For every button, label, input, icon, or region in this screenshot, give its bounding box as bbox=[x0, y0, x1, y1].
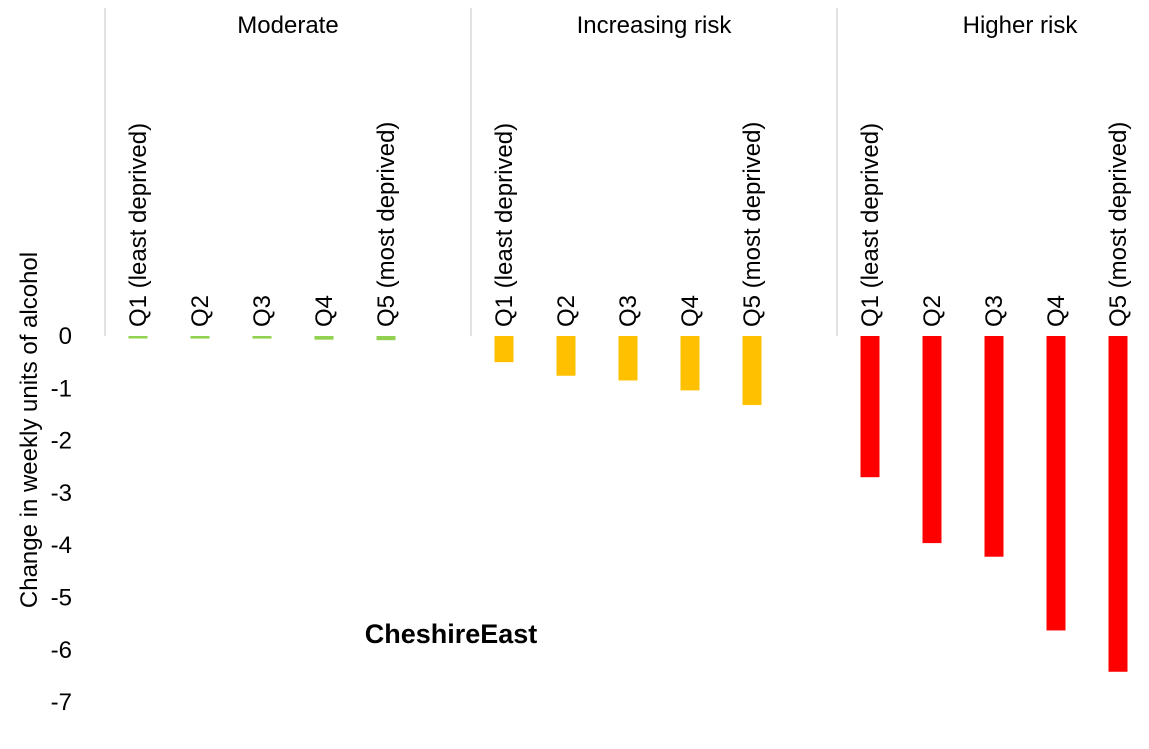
bar bbox=[984, 336, 1004, 557]
group-frame bbox=[104, 8, 838, 336]
y-tick-label: -5 bbox=[51, 585, 72, 612]
bar bbox=[1046, 336, 1066, 631]
group-headers: Moderate Increasing risk Higher risk bbox=[237, 12, 1078, 39]
category-label: Q2 bbox=[187, 295, 214, 327]
y-tick-label: 0 bbox=[59, 323, 72, 350]
category-label: Q4 bbox=[677, 295, 704, 327]
y-tick-label: -6 bbox=[51, 637, 72, 664]
group-header: Increasing risk bbox=[577, 12, 733, 39]
bar bbox=[376, 336, 396, 341]
y-axis-label: Change in weekly units of alcohol bbox=[16, 252, 43, 608]
category-label: Q3 bbox=[615, 295, 642, 327]
category-labels: Q1 (least deprived) Q2 Q3 Q4 Q5 (most depriv… bbox=[125, 122, 1132, 327]
category-label: Q3 bbox=[981, 295, 1008, 327]
bar bbox=[494, 336, 514, 363]
category-label: Q5 (most deprived) bbox=[373, 122, 400, 327]
bar bbox=[556, 336, 576, 376]
y-axis-ticks: 0 -1 -2 -3 -4 -5 -6 -7 bbox=[51, 323, 72, 716]
bar bbox=[190, 336, 210, 339]
category-label: Q5 (most deprived) bbox=[739, 122, 766, 327]
bars bbox=[128, 336, 1128, 672]
y-tick-label: -4 bbox=[51, 532, 72, 559]
chart-title: CheshireEast bbox=[365, 619, 538, 649]
y-tick-label: -2 bbox=[51, 428, 72, 455]
category-label: Q2 bbox=[553, 295, 580, 327]
category-label: Q1 (least deprived) bbox=[125, 123, 152, 327]
y-tick-label: -1 bbox=[51, 375, 72, 402]
y-tick-label: -7 bbox=[51, 689, 72, 716]
category-label: Q4 bbox=[1043, 295, 1070, 327]
bar bbox=[922, 336, 942, 544]
bar bbox=[314, 336, 334, 340]
bar bbox=[252, 336, 272, 339]
category-label: Q1 (least deprived) bbox=[857, 123, 884, 327]
group-header: Higher risk bbox=[963, 12, 1079, 39]
category-label: Q3 bbox=[249, 295, 276, 327]
category-label: Q4 bbox=[311, 295, 338, 327]
bar bbox=[618, 336, 638, 381]
bar bbox=[742, 336, 762, 406]
group-header: Moderate bbox=[237, 12, 338, 39]
bar bbox=[680, 336, 700, 391]
bar bbox=[128, 336, 148, 339]
category-label: Q1 (least deprived) bbox=[491, 123, 518, 327]
bar bbox=[860, 336, 880, 478]
y-tick-label: -3 bbox=[51, 480, 72, 507]
category-label: Q5 (most deprived) bbox=[1105, 122, 1132, 327]
bar bbox=[1108, 336, 1128, 672]
category-label: Q2 bbox=[919, 295, 946, 327]
